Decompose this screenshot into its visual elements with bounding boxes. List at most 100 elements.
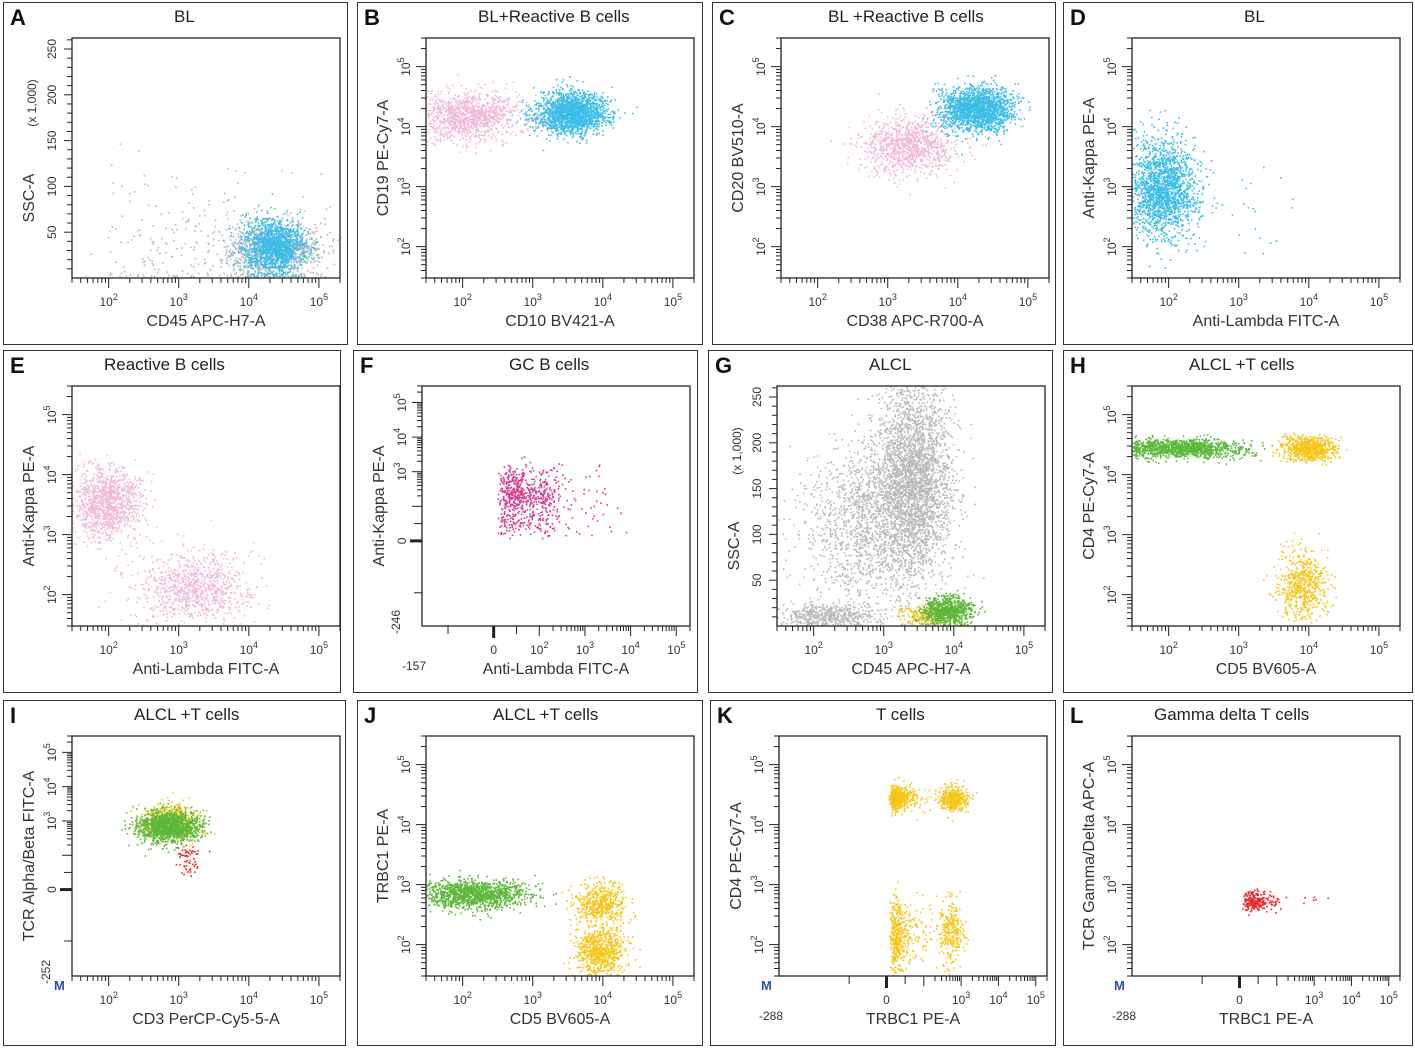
- event-dot: [258, 252, 261, 254]
- event-dot: [296, 261, 298, 264]
- event-dot: [538, 122, 540, 125]
- event-dot: [464, 93, 466, 96]
- event-dot: [459, 122, 461, 124]
- event-dot: [464, 106, 466, 108]
- event-dot: [440, 122, 442, 125]
- event-dot: [434, 136, 436, 138]
- event-dot: [580, 102, 582, 104]
- event-dot: [464, 100, 467, 103]
- event-dot: [448, 106, 450, 108]
- event-dot: [252, 256, 255, 258]
- event-dot: [302, 254, 305, 256]
- event-dot: [232, 264, 234, 267]
- event-dot: [276, 230, 278, 233]
- event-dot: [249, 265, 251, 268]
- event-dot: [451, 112, 453, 115]
- event-dot: [464, 114, 466, 116]
- event-dot: [133, 235, 135, 238]
- event-dot: [484, 98, 486, 100]
- event-dot: [297, 275, 299, 277]
- event-dot: [274, 222, 276, 225]
- event-dot: [564, 124, 567, 127]
- event-dot: [489, 107, 491, 109]
- event-dot: [484, 111, 487, 114]
- event-dot: [484, 125, 486, 127]
- event-dot: [470, 127, 472, 129]
- event-dot: [263, 217, 265, 220]
- event-dot: [247, 275, 249, 278]
- event-dot: [588, 118, 591, 121]
- event-dot: [279, 226, 282, 228]
- event-dot: [479, 110, 481, 112]
- event-dot: [556, 120, 558, 123]
- event-dot: [602, 108, 604, 111]
- event-dot: [446, 114, 449, 116]
- event-dot: [555, 119, 558, 122]
- event-dot: [235, 170, 237, 173]
- event-dot: [254, 234, 257, 236]
- event-dot: [291, 266, 293, 268]
- event-dot: [479, 124, 481, 126]
- event-dot: [578, 117, 581, 120]
- event-dot: [565, 122, 567, 124]
- event-dot: [231, 254, 233, 256]
- event-dot: [119, 275, 121, 278]
- event-dot: [550, 104, 552, 106]
- event-dot: [164, 242, 167, 244]
- event-dot: [254, 229, 257, 232]
- event-dot: [504, 124, 507, 127]
- event-dot: [495, 119, 497, 121]
- event-dot: [592, 113, 595, 116]
- event-dot: [496, 111, 498, 113]
- event-dot: [195, 225, 198, 228]
- population-bl-cells: [515, 76, 638, 152]
- event-dot: [579, 110, 582, 113]
- event-dot: [203, 209, 205, 212]
- event-dot: [517, 120, 519, 123]
- event-dot: [495, 139, 498, 142]
- event-dot: [512, 81, 515, 83]
- event-dot: [304, 254, 307, 257]
- event-dot: [472, 115, 474, 118]
- event-dot: [587, 90, 589, 93]
- event-dot: [498, 114, 500, 116]
- event-dot: [282, 231, 284, 234]
- event-dot: [517, 101, 520, 103]
- event-dot: [450, 139, 452, 142]
- event-dot: [299, 224, 301, 226]
- event-dot: [250, 231, 253, 233]
- event-dot: [312, 267, 315, 269]
- event-dot: [505, 129, 508, 132]
- event-dot: [437, 105, 440, 107]
- event-dot: [442, 118, 445, 120]
- event-dot: [474, 110, 477, 112]
- event-dot: [244, 250, 247, 252]
- event-dot: [431, 142, 433, 145]
- event-dot: [567, 123, 569, 126]
- event-dot: [496, 90, 499, 93]
- event-dot: [493, 123, 495, 126]
- event-dot: [563, 133, 566, 136]
- event-dot: [270, 252, 272, 255]
- event-dot: [284, 265, 286, 268]
- event-dot: [261, 253, 263, 255]
- event-dot: [574, 131, 577, 134]
- event-dot: [262, 253, 265, 255]
- event-dot: [459, 124, 462, 126]
- event-dot: [509, 107, 511, 110]
- event-dot: [581, 127, 583, 130]
- event-dot: [265, 274, 268, 276]
- event-dot: [476, 130, 478, 132]
- event-dot: [234, 263, 236, 265]
- event-dot: [490, 116, 492, 118]
- event-dot: [234, 273, 237, 276]
- event-dot: [291, 274, 294, 276]
- event-dot: [244, 260, 247, 263]
- event-dot: [282, 234, 285, 237]
- event-dot: [271, 219, 273, 221]
- event-dot: [286, 220, 289, 222]
- event-dot: [264, 243, 266, 245]
- event-dot: [225, 229, 228, 231]
- event-dot: [112, 192, 115, 195]
- event-dot: [322, 244, 324, 246]
